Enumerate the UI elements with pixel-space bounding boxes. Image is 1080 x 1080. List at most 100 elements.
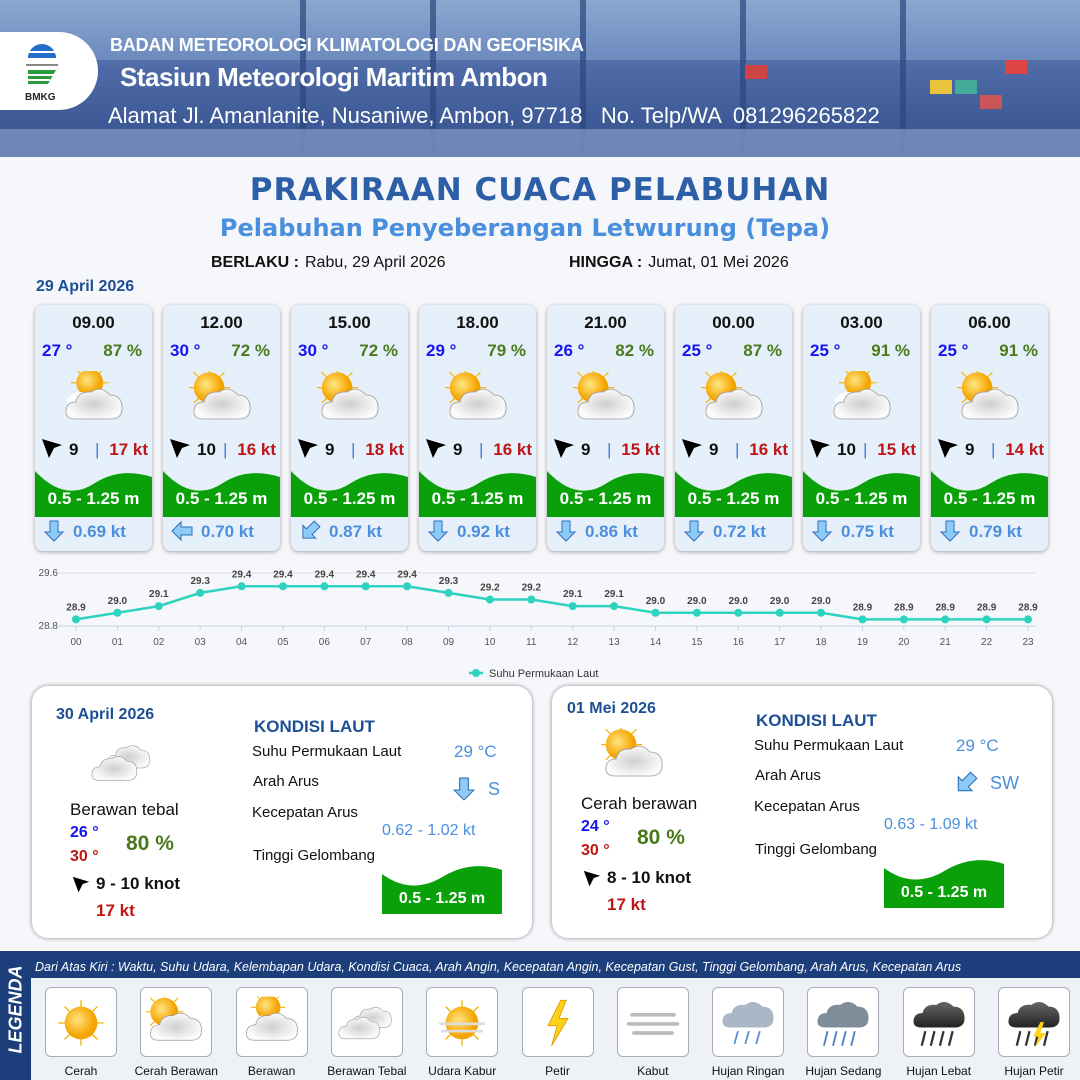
data-label: 29.0 [108,596,128,607]
header-banner: BMKG BADAN METEOROLOGI KLIMATOLOGI DAN G… [0,0,1080,157]
wave-height: 0.5 - 1.25 m [687,489,780,508]
current-speed-value: 0.62 - 1.02 kt [382,822,476,839]
current-speed: 0.86 kt [585,522,638,541]
forecast-card: 00.00 25 ° 87 % 9 | 16 kt 0.5 - 1.25 m 0… [675,305,792,551]
wind-speed: 9 [965,440,975,459]
air-temperature: 26 ° [554,341,585,360]
humidity: 91 % [999,341,1038,360]
data-point [403,582,412,591]
current-direction-icon [171,520,193,542]
x-tick-label: 08 [402,637,414,648]
humidity: 82 % [615,341,654,360]
legend-label: Kabut [637,1064,669,1078]
temp-min: 24 ° [581,818,610,835]
forecast-card: 15.00 30 ° 72 % 9 | 18 kt 0.5 - 1.25 m 0… [291,305,408,551]
forecast-card: 12.00 30 ° 72 % 10 | 16 kt 0.5 - 1.25 m … [163,305,280,551]
temp-max: 30 ° [581,842,610,859]
separator: | [223,440,228,459]
current-speed-value: 0.63 - 1.09 kt [884,816,978,833]
wave-icon [675,471,792,517]
x-tick-label: 21 [940,637,952,648]
current-speed: 0.87 kt [329,522,382,541]
data-label: 29.2 [522,583,542,594]
day-panel-2: 01 Mei 2026 Cerah berawan 24 ° 30 ° 80 %… [552,686,1052,938]
x-tick-label: 02 [153,637,165,648]
data-label: 29.2 [480,583,500,594]
logo-text: BMKG [25,92,56,103]
y-tick-label: 28.8 [39,621,59,632]
wind-speed: 9 [325,440,335,459]
kabut-icon [623,996,683,1050]
data-label: 28.9 [935,602,955,613]
air-temperature: 25 ° [682,341,713,360]
wind-direction-icon [169,438,191,460]
legend-label: Cerah Berawan [134,1064,218,1078]
data-label: 29.4 [397,569,417,580]
sst-label: Suhu Permukaan Laut [252,743,402,760]
wind-speed: 9 [709,440,719,459]
data-label: 29.1 [563,589,583,600]
separator: | [479,440,484,459]
weather-berawan-icon [829,371,895,429]
forecast-time: 06.00 [968,313,1011,332]
panel-date: 01 Mei 2026 [567,700,656,717]
gust-speed: 16 kt [237,440,276,459]
legend-series-label: Suhu Permukaan Laut [489,668,598,680]
legend-item-udara-kabur [426,987,499,1057]
data-label: 29.0 [687,596,707,607]
data-label: 28.9 [894,602,914,613]
data-point [154,602,163,611]
weather-berawan-tebal-icon [90,734,156,792]
forecast-card: 06.00 25 ° 91 % 9 | 14 kt 0.5 - 1.25 m 0… [931,305,1048,551]
data-point [361,582,370,591]
data-point [485,595,494,604]
air-temperature: 27 ° [42,341,73,360]
current-direction-icon [452,776,476,802]
forecast-card: 09.00 27 ° 87 % 9 | 17 kt 0.5 - 1.25 m 0… [35,305,152,551]
wind-speed: 9 [69,440,79,459]
data-point [113,608,122,617]
weather-cerah-berawan-icon [573,371,639,429]
forecast-time: 00.00 [712,313,755,332]
air-temperature: 30 ° [170,341,201,360]
data-point [775,608,784,617]
air-temperature: 25 ° [938,341,969,360]
sst-label: Suhu Permukaan Laut [754,737,904,754]
condition: Cerah berawan [581,794,698,813]
gust-speed: 15 kt [877,440,916,459]
data-point [734,608,743,617]
forecast-card: 21.00 26 ° 82 % 9 | 15 kt 0.5 - 1.25 m 0… [547,305,664,551]
kondisi-laut-heading: KONDISI LAUT [756,711,877,730]
weather-cerah-berawan-icon [701,371,767,429]
weather-cerah-berawan-icon [601,728,667,786]
data-point [568,602,577,611]
data-point [196,588,205,597]
wind-direction-icon [583,870,601,888]
humidity: 79 % [487,341,526,360]
wind-direction-icon [72,876,90,894]
bmkg-logo: BMKG [0,32,98,110]
day-label: 29 April 2026 [36,278,135,295]
forecast-time: 09.00 [72,313,115,332]
weather-cerah-berawan-icon [957,371,1023,429]
current-direction-icon [683,520,705,542]
wave-icon [419,471,536,517]
data-label: 29.4 [356,569,376,580]
wind-speed: 9 [453,440,463,459]
wind-speed: 10 [197,440,216,459]
panel-date: 30 April 2026 [56,706,155,723]
condition: Berawan tebal [70,800,179,819]
wave-icon [35,471,152,517]
data-point [444,588,453,597]
x-tick-label: 12 [567,637,579,648]
legend-title: LEGENDA [5,965,26,1054]
current-speed-label: Kecepatan Arus [252,804,358,821]
data-point [651,608,660,617]
separator: | [607,440,612,459]
current-direction-icon [811,520,833,542]
x-tick-label: 03 [195,637,207,648]
berawan-icon [242,996,302,1050]
forecast-time: 12.00 [200,313,243,332]
gust-speed: 14 kt [1005,440,1044,459]
separator: | [863,440,868,459]
